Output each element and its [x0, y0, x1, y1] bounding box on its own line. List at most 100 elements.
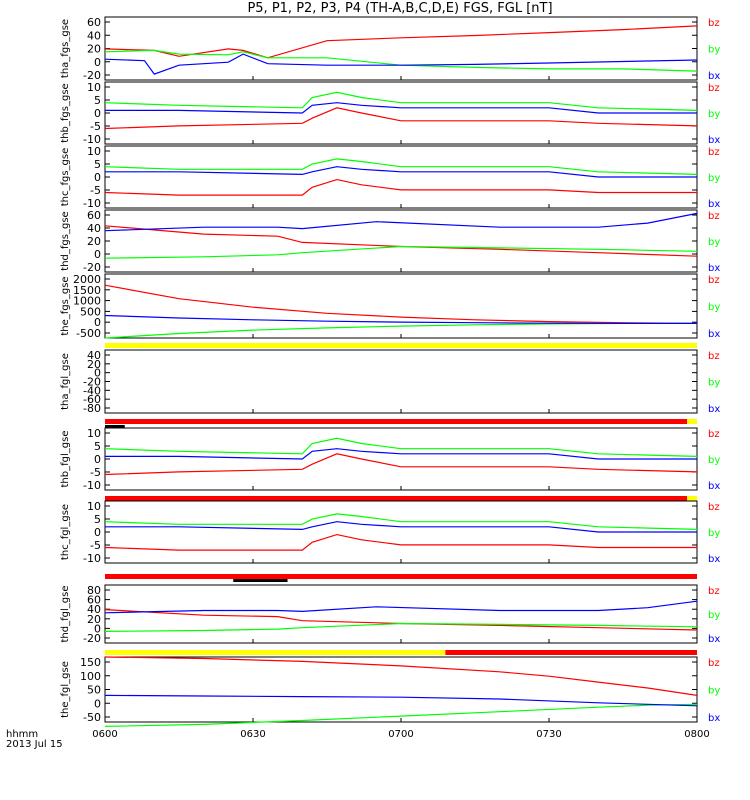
y-tick-label: 60	[87, 16, 101, 29]
y-axis-label: the_fgs_gse	[60, 276, 71, 335]
y-tick-label: 0	[94, 453, 101, 466]
series-bz-line	[104, 178, 697, 196]
series-bz-line	[104, 609, 698, 631]
legend-by: by	[708, 302, 720, 313]
series-bx-line	[105, 448, 697, 460]
series-bz-line	[104, 453, 698, 476]
series-bz-line	[104, 284, 698, 324]
y-tick-label: -10	[83, 479, 101, 492]
y-axis-label: thb_fgl_gse	[60, 431, 71, 488]
y-tick-label: 40	[87, 603, 101, 616]
y-tick-label: -20	[83, 376, 101, 389]
status-bar-bar_yellow	[105, 343, 697, 348]
legend-bz: bz	[708, 429, 720, 440]
y-tick-label: -10	[83, 133, 101, 146]
series-bx-line	[104, 600, 698, 614]
status-bar-bar_red	[105, 419, 688, 424]
y-tick-label: 20	[87, 358, 101, 371]
x-axis: 0600 0630 0700 0730 0800	[92, 729, 709, 740]
y-tick-label: 5	[94, 513, 101, 526]
y-tick-label: -5	[90, 466, 101, 479]
legend-by: by	[708, 237, 720, 248]
legend-bx: bx	[708, 199, 720, 210]
y-axis-label: thb_fgs_gse	[60, 83, 71, 142]
y-tick-label: 0	[94, 56, 101, 69]
legend-by: by	[708, 686, 720, 697]
legend-bx: bx	[708, 71, 720, 82]
series-bx-line	[105, 521, 697, 533]
legend-bx: bx	[708, 329, 720, 340]
series-by-line	[104, 703, 698, 727]
panel-frame	[104, 584, 698, 644]
legend-bx: bx	[708, 634, 720, 645]
legend-bz: bz	[708, 83, 720, 94]
y-tick-label: 60	[87, 594, 101, 607]
status-bar-bar_yellow	[105, 650, 446, 655]
y-tick-label: -20	[83, 69, 101, 82]
x-tick-label: 0730	[536, 729, 561, 740]
series-by-line	[104, 437, 698, 457]
legend-bx: bx	[708, 713, 720, 724]
panel-frame	[104, 16, 698, 81]
legend-bx: bx	[708, 263, 720, 274]
legend-by: by	[708, 173, 720, 184]
legend-bx: bx	[708, 404, 720, 415]
y-tick-label: 40	[87, 29, 101, 42]
series-bx-line	[104, 314, 697, 324]
series-bx-line	[105, 166, 697, 178]
series-bx-line	[104, 53, 698, 75]
y-tick-label: 20	[87, 43, 101, 56]
y-tick-label: -5	[90, 539, 101, 552]
y-axis-label: tha_fgs_gse	[60, 19, 71, 78]
series-bx-line	[105, 102, 697, 114]
legend-bz: bz	[708, 147, 720, 158]
status-bar-bar_black	[105, 425, 125, 428]
y-tick-label: 150	[80, 656, 101, 669]
series-bz-line	[104, 107, 698, 130]
x-tick-label: 0700	[388, 729, 413, 740]
status-bar-bar_red	[445, 650, 697, 655]
legend-bx: bx	[708, 135, 720, 146]
series-bz-line	[104, 656, 698, 696]
y-tick-label: 5	[94, 158, 101, 171]
y-tick-label: -20	[83, 261, 101, 274]
footer-hhmm-label: hhmm	[6, 729, 38, 740]
y-tick-label: 0	[94, 622, 101, 635]
series-by-line	[104, 513, 698, 530]
x-tick-label: 0600	[92, 729, 117, 740]
y-tick-label: -80	[83, 402, 101, 415]
y-tick-label: 50	[87, 684, 101, 697]
y-tick-label: 2000	[73, 273, 101, 286]
legend-bx: bx	[708, 481, 720, 492]
y-tick-label: 1500	[73, 284, 101, 297]
y-axis-label: thd_fgl_gse	[60, 586, 71, 643]
legend-bz: bz	[708, 586, 720, 597]
y-tick-label: -5	[90, 184, 101, 197]
y-tick-label: 20	[87, 613, 101, 626]
y-tick-label: 40	[87, 349, 101, 362]
y-axis-label: thc_fgl_gse	[60, 504, 71, 560]
y-tick-label: -40	[83, 384, 101, 397]
x-tick-label: 0800	[684, 729, 709, 740]
y-tick-label: -20	[83, 632, 101, 645]
series-by-line	[104, 49, 698, 72]
y-tick-label: 80	[87, 584, 101, 597]
y-tick-label: 0	[94, 107, 101, 120]
panel-frame	[104, 349, 698, 414]
y-tick-label: -5	[90, 120, 101, 133]
y-tick-label: -500	[76, 327, 101, 340]
legend-bz: bz	[708, 211, 720, 222]
y-tick-label: 10	[87, 145, 101, 158]
legend-by: by	[708, 109, 720, 120]
